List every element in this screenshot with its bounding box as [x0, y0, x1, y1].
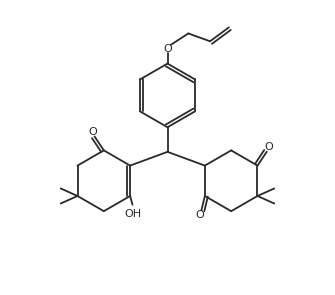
Text: O: O — [163, 43, 172, 53]
Text: O: O — [264, 142, 273, 152]
Text: O: O — [196, 210, 205, 220]
Text: O: O — [88, 127, 97, 137]
Text: OH: OH — [124, 209, 141, 219]
